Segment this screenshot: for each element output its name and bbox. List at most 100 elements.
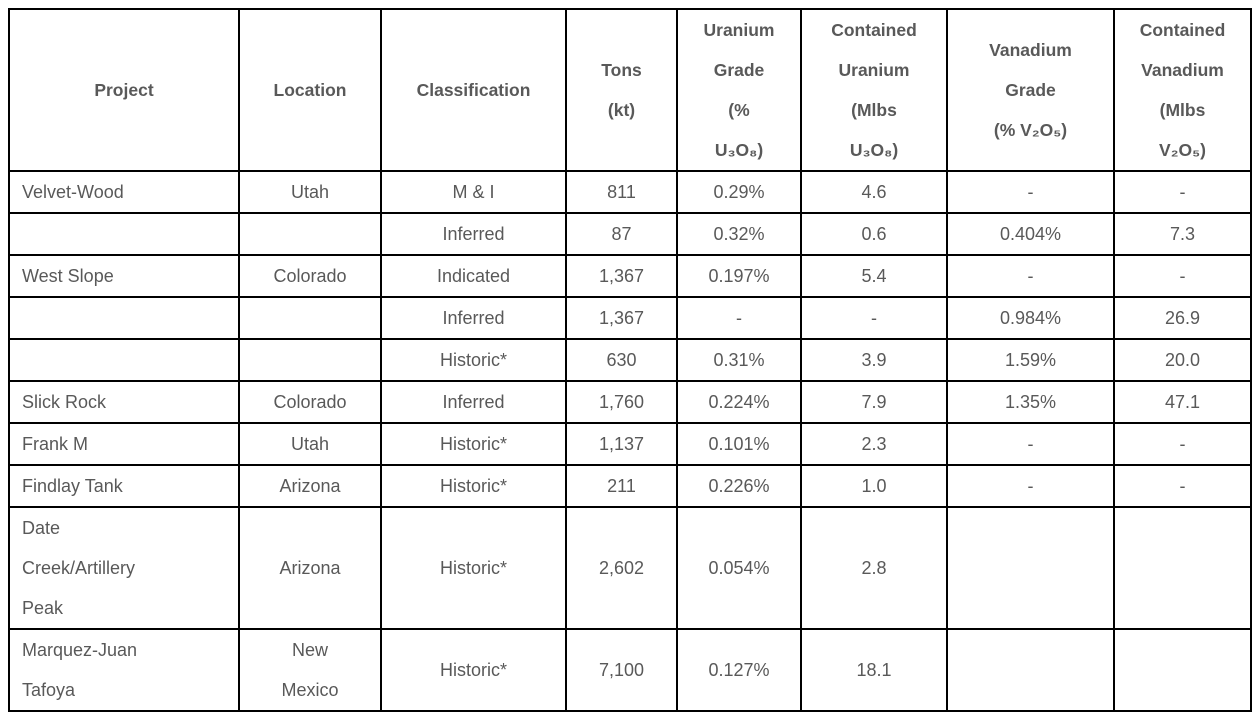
column-header-contained-uranium: Contained Uranium (Mlbs U₃O₈) xyxy=(800,8,948,172)
cell-contained-uranium: 2.3 xyxy=(800,422,948,466)
table-row: Velvet-Wood Utah M & I 811 0.29% 4.6 - - xyxy=(8,170,1252,214)
cell-contained-uranium: 4.6 xyxy=(800,170,948,214)
cell-contained-uranium: 1.0 xyxy=(800,464,948,508)
cell-location: Arizona xyxy=(238,464,382,508)
mineral-resources-table: Project Location Classification Tons (kt… xyxy=(8,8,1252,712)
table-row: Findlay Tank Arizona Historic* 211 0.226… xyxy=(8,464,1252,508)
cell-classification: Historic* xyxy=(380,628,567,712)
cell-classification: Historic* xyxy=(380,338,567,382)
cell-uranium-grade: 0.101% xyxy=(676,422,802,466)
cell-contained-vanadium: 47.1 xyxy=(1113,380,1252,424)
cell-uranium-grade: 0.224% xyxy=(676,380,802,424)
cell-tons-kt: 811 xyxy=(565,170,678,214)
cell-location: Colorado xyxy=(238,254,382,298)
cell-tons-kt: 2,602 xyxy=(565,506,678,630)
table-row: Inferred 1,367 - - 0.984% 26.9 xyxy=(8,296,1252,340)
column-header-vanadium-grade: Vanadium Grade (% V₂O₅) xyxy=(946,8,1115,172)
table-row: Inferred 87 0.32% 0.6 0.404% 7.3 xyxy=(8,212,1252,256)
cell-tons-kt: 1,760 xyxy=(565,380,678,424)
cell-classification: M & I xyxy=(380,170,567,214)
cell-uranium-grade: 0.32% xyxy=(676,212,802,256)
cell-location xyxy=(238,338,382,382)
cell-contained-vanadium: - xyxy=(1113,254,1252,298)
cell-project: West Slope xyxy=(8,254,240,298)
cell-uranium-grade: 0.127% xyxy=(676,628,802,712)
column-header-tons-kt: Tons (kt) xyxy=(565,8,678,172)
column-header-uranium-grade: Uranium Grade (% U₃O₈) xyxy=(676,8,802,172)
cell-contained-uranium: 0.6 xyxy=(800,212,948,256)
table-row: Slick Rock Colorado Inferred 1,760 0.224… xyxy=(8,380,1252,424)
cell-contained-uranium: 18.1 xyxy=(800,628,948,712)
cell-location: Arizona xyxy=(238,506,382,630)
cell-classification: Historic* xyxy=(380,506,567,630)
cell-location xyxy=(238,212,382,256)
cell-tons-kt: 211 xyxy=(565,464,678,508)
cell-project: Date Creek/Artillery Peak xyxy=(8,506,240,630)
cell-contained-vanadium: - xyxy=(1113,422,1252,466)
cell-location: New Mexico xyxy=(238,628,382,712)
cell-uranium-grade: 0.197% xyxy=(676,254,802,298)
cell-project: Frank M xyxy=(8,422,240,466)
cell-vanadium-grade xyxy=(946,506,1115,630)
cell-classification: Inferred xyxy=(380,296,567,340)
cell-vanadium-grade: 0.984% xyxy=(946,296,1115,340)
cell-project xyxy=(8,212,240,256)
cell-vanadium-grade: 1.59% xyxy=(946,338,1115,382)
cell-tons-kt: 1,367 xyxy=(565,254,678,298)
cell-classification: Historic* xyxy=(380,422,567,466)
cell-classification: Inferred xyxy=(380,380,567,424)
cell-tons-kt: 1,367 xyxy=(565,296,678,340)
table-row: Historic* 630 0.31% 3.9 1.59% 20.0 xyxy=(8,338,1252,382)
cell-uranium-grade: 0.31% xyxy=(676,338,802,382)
cell-uranium-grade: - xyxy=(676,296,802,340)
cell-location: Colorado xyxy=(238,380,382,424)
cell-contained-vanadium xyxy=(1113,506,1252,630)
table-row: Frank M Utah Historic* 1,137 0.101% 2.3 … xyxy=(8,422,1252,466)
cell-vanadium-grade xyxy=(946,628,1115,712)
cell-location: Utah xyxy=(238,422,382,466)
cell-contained-uranium: 5.4 xyxy=(800,254,948,298)
cell-vanadium-grade: - xyxy=(946,422,1115,466)
cell-contained-vanadium: - xyxy=(1113,464,1252,508)
cell-contained-vanadium: 7.3 xyxy=(1113,212,1252,256)
cell-contained-vanadium: 26.9 xyxy=(1113,296,1252,340)
column-header-contained-vanadium: Contained Vanadium (Mlbs V₂O₅) xyxy=(1113,8,1252,172)
cell-tons-kt: 7,100 xyxy=(565,628,678,712)
cell-vanadium-grade: - xyxy=(946,464,1115,508)
cell-uranium-grade: 0.29% xyxy=(676,170,802,214)
cell-tons-kt: 87 xyxy=(565,212,678,256)
cell-tons-kt: 1,137 xyxy=(565,422,678,466)
cell-uranium-grade: 0.226% xyxy=(676,464,802,508)
cell-vanadium-grade: - xyxy=(946,170,1115,214)
header-row: Project Location Classification Tons (kt… xyxy=(8,8,1252,172)
cell-project: Velvet-Wood xyxy=(8,170,240,214)
cell-project: Slick Rock xyxy=(8,380,240,424)
table-row: Date Creek/Artillery Peak Arizona Histor… xyxy=(8,506,1252,630)
cell-contained-uranium: 3.9 xyxy=(800,338,948,382)
cell-project xyxy=(8,296,240,340)
cell-project: Findlay Tank xyxy=(8,464,240,508)
cell-tons-kt: 630 xyxy=(565,338,678,382)
cell-contained-uranium: 7.9 xyxy=(800,380,948,424)
cell-contained-vanadium: 20.0 xyxy=(1113,338,1252,382)
cell-classification: Inferred xyxy=(380,212,567,256)
cell-project: Marquez-Juan Tafoya xyxy=(8,628,240,712)
cell-contained-vanadium xyxy=(1113,628,1252,712)
cell-vanadium-grade: - xyxy=(946,254,1115,298)
cell-classification: Historic* xyxy=(380,464,567,508)
cell-project xyxy=(8,338,240,382)
cell-contained-vanadium: - xyxy=(1113,170,1252,214)
cell-contained-uranium: 2.8 xyxy=(800,506,948,630)
cell-location xyxy=(238,296,382,340)
column-header-location: Location xyxy=(238,8,382,172)
cell-location: Utah xyxy=(238,170,382,214)
table-row: West Slope Colorado Indicated 1,367 0.19… xyxy=(8,254,1252,298)
column-header-classification: Classification xyxy=(380,8,567,172)
cell-vanadium-grade: 1.35% xyxy=(946,380,1115,424)
cell-uranium-grade: 0.054% xyxy=(676,506,802,630)
column-header-project: Project xyxy=(8,8,240,172)
cell-vanadium-grade: 0.404% xyxy=(946,212,1115,256)
cell-contained-uranium: - xyxy=(800,296,948,340)
cell-classification: Indicated xyxy=(380,254,567,298)
